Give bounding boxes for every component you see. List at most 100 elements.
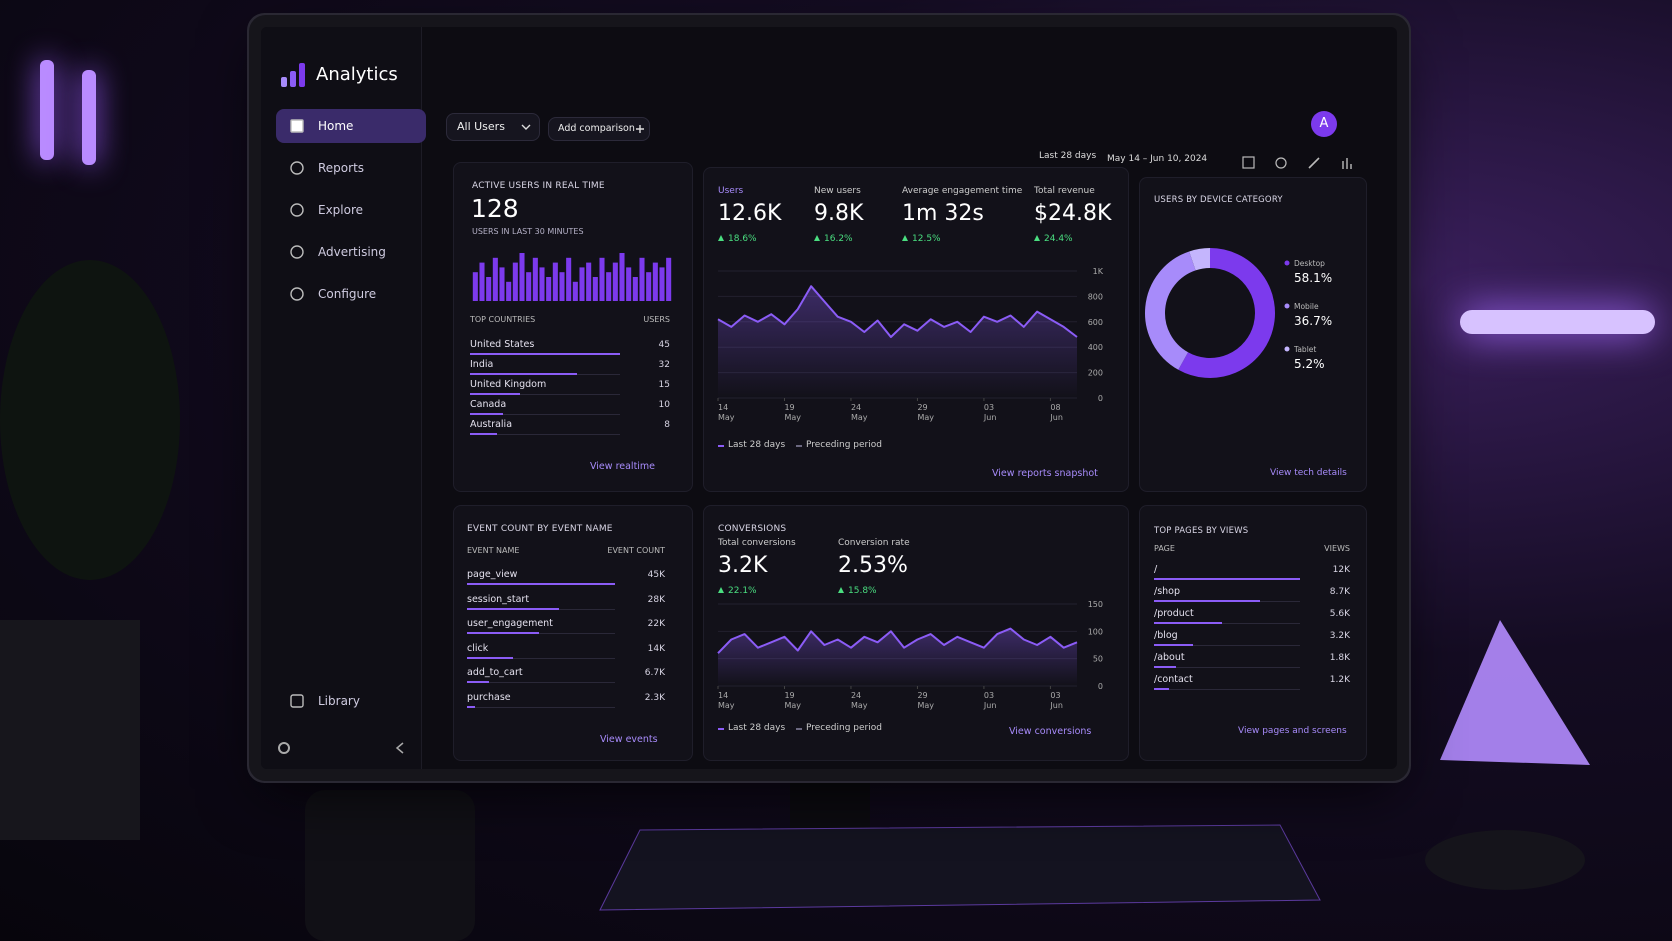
row-track [467, 657, 615, 659]
share-icon[interactable] [1275, 157, 1287, 169]
keyboard [599, 824, 1321, 911]
segment-label: All Users [457, 120, 505, 133]
legend-label: Mobile [1294, 302, 1319, 311]
date-range[interactable]: May 14 – Jun 10, 2024 [1107, 154, 1208, 164]
bar [539, 267, 545, 301]
metric-value: 3.2K [718, 553, 768, 578]
nav-icon-shape [290, 245, 304, 259]
export-icon[interactable] [1242, 156, 1255, 169]
legend-dot [1284, 303, 1290, 309]
bar [612, 262, 618, 301]
donut-slice [1189, 248, 1211, 271]
bar [566, 257, 572, 301]
row-track [470, 394, 620, 395]
nav-label: Reports [318, 161, 365, 175]
insights-icon[interactable] [1342, 158, 1352, 169]
avatar[interactable]: A [1311, 111, 1337, 137]
legend-label: Desktop [1294, 259, 1325, 268]
row-label: /contact [1154, 674, 1193, 685]
nav-item[interactable]: Configure [276, 277, 426, 311]
row-bar [470, 433, 497, 435]
nav-item[interactable]: Library [276, 684, 426, 718]
x-tick-label: May [784, 413, 801, 422]
metric-value: 9.8K [814, 201, 864, 226]
card-title: ACTIVE USERS IN REAL TIME [472, 181, 605, 191]
x-tick-label: 14 [718, 691, 728, 700]
nav-icon-shape [290, 287, 304, 301]
nav-icon [290, 287, 304, 301]
brand-logo [281, 63, 305, 87]
add-comparison[interactable]: Add comparison [548, 117, 650, 141]
card-link[interactable]: View realtime [590, 461, 656, 472]
nav-item[interactable]: Explore [276, 193, 426, 227]
row-value: 1.2K [1329, 675, 1350, 685]
collapse-icon[interactable] [395, 742, 404, 754]
legend-label: Last 28 days [728, 440, 786, 450]
x-tick-label: Jun [1049, 701, 1063, 710]
bar [532, 257, 538, 301]
metric-name: Total revenue [1034, 186, 1095, 196]
monitor-stand [790, 770, 870, 830]
x-tick-label: 24 [851, 691, 861, 700]
x-tick-label: 19 [784, 691, 794, 700]
legend-dot [1284, 260, 1290, 266]
bar [586, 262, 592, 301]
card-link[interactable]: View conversions [1009, 726, 1092, 737]
screen: Analytics Home Reports Explore Advertising C… [261, 27, 1397, 769]
range-select[interactable]: Last 28 days [1039, 151, 1097, 161]
row-bar [467, 632, 540, 634]
y-tick-label: 400 [1088, 343, 1103, 352]
metric-name: Average engagement time [902, 186, 1023, 196]
row-value: 3.2K [1329, 631, 1350, 641]
row-bar [467, 705, 475, 708]
card-link[interactable]: View events [600, 734, 658, 745]
row-bar [467, 583, 615, 585]
card-link[interactable]: View tech details [1270, 468, 1347, 478]
row-bar [1154, 578, 1300, 580]
bar [652, 262, 658, 301]
nav-item[interactable]: Reports [276, 151, 426, 185]
row-label: purchase [467, 691, 511, 703]
row-label: session_start [467, 593, 530, 605]
bar [626, 267, 632, 301]
card-link[interactable]: View reports snapshot [992, 468, 1098, 479]
sidebar: Analytics Home Reports Explore Advertising C… [261, 27, 426, 769]
nav-item[interactable]: Home [276, 109, 426, 143]
metric-change: 12.5% [912, 234, 941, 244]
legend-swatch [796, 728, 802, 730]
up-arrow [1034, 235, 1040, 241]
metric-value: 1m 32s [902, 201, 984, 226]
row-value: 45K [647, 570, 665, 580]
row-value: 45 [658, 340, 670, 350]
card-subtitle: USERS IN LAST 30 MINUTES [472, 227, 584, 236]
plant [0, 260, 180, 580]
x-tick-label: 29 [917, 691, 927, 700]
donut-slice [1145, 251, 1196, 370]
bar [519, 253, 525, 301]
triangle-lamp [1440, 620, 1590, 765]
x-tick-label: May [851, 701, 868, 710]
left-lamp [40, 60, 54, 160]
legend-value: 5.2% [1294, 357, 1325, 371]
nav-item[interactable]: Advertising [276, 235, 426, 269]
row-bar [1154, 644, 1193, 646]
y-tick-label: 800 [1088, 292, 1103, 301]
bar [646, 272, 652, 301]
y-tick-label: 0 [1098, 682, 1103, 691]
edit-icon[interactable] [1308, 157, 1320, 169]
card-link[interactable]: View pages and screens [1238, 726, 1347, 736]
table-header: TOP COUNTRIES [470, 315, 536, 324]
row-bar [470, 413, 504, 415]
row-bar [470, 353, 620, 355]
bar [479, 262, 485, 301]
row-bar [467, 681, 490, 683]
segment-select[interactable]: All Users [446, 113, 540, 141]
row-label: add_to_cart [467, 667, 523, 678]
legend-dot [1284, 346, 1290, 352]
bar [472, 272, 478, 301]
settings-icon[interactable] [278, 742, 290, 754]
row-value: 32 [658, 360, 670, 370]
legend-value: 36.7% [1294, 314, 1332, 328]
y-tick-label: 150 [1088, 600, 1103, 609]
legend-label: Preceding period [806, 440, 882, 450]
